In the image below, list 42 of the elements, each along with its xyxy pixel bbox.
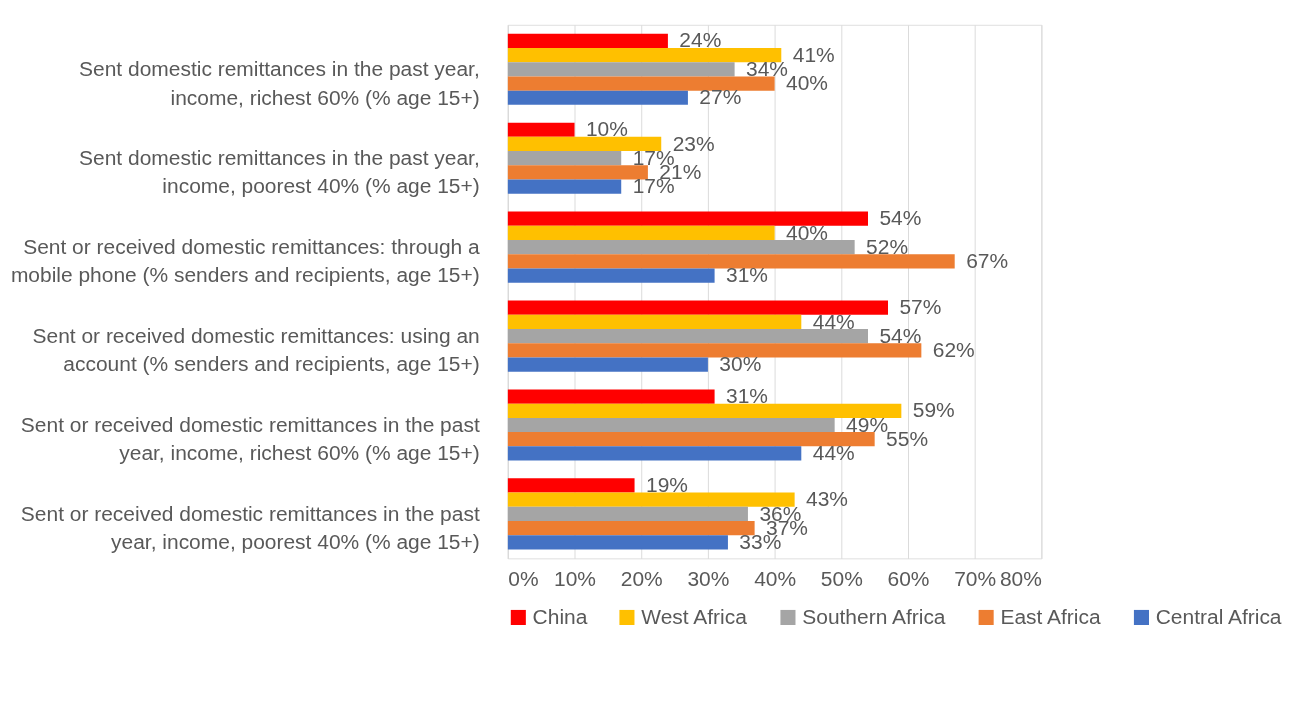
text: 59% xyxy=(912,398,955,422)
legend-label: China xyxy=(532,605,588,629)
text: 10% xyxy=(585,117,628,141)
text: 41% xyxy=(792,42,835,66)
text: 24% xyxy=(679,28,722,52)
x-tick-label: 50% xyxy=(820,567,863,591)
text: 31% xyxy=(726,384,768,408)
y-tick-label: Sent or received domestic remittances: through a mobile phone (% senders and recipients, age 15+) xyxy=(10,234,481,287)
text: 23% xyxy=(672,131,715,155)
text: 44% xyxy=(812,441,855,465)
text: 27% xyxy=(699,85,742,109)
text: 34% xyxy=(746,56,788,80)
x-tick-label: 20% xyxy=(620,567,663,591)
legend-label: East Africa xyxy=(1000,605,1101,629)
text: 52% xyxy=(866,234,909,258)
text: 40% xyxy=(786,220,828,244)
x-tick-label: 40% xyxy=(754,567,797,591)
x-tick-label: 70% xyxy=(954,567,997,591)
y-tick-label: Sent or received domestic remittances: using an account (% senders and recipients, age 15+) xyxy=(32,323,480,376)
text: 30% xyxy=(719,352,762,376)
text: 54% xyxy=(879,206,922,230)
x-tick-label: 30% xyxy=(687,567,730,591)
text: 62% xyxy=(932,337,975,361)
text: 19% xyxy=(646,473,688,497)
text: 43% xyxy=(806,487,848,511)
text: 44% xyxy=(812,309,855,333)
y-tick-label: Sent or received domestic remittances in the past year, income, poorest 40% (% age 15+) xyxy=(20,501,480,554)
y-tick-label: Sent or received domestic remittances in the past year, income, richest 60% (% age 15+) xyxy=(20,412,480,465)
x-tick-label: 80% xyxy=(999,567,1042,591)
y-tick-label: Sent domestic remittances in the past year, income, richest 60% (% age 15+) xyxy=(79,56,480,109)
text: 31% xyxy=(726,263,768,287)
text: 67% xyxy=(966,249,1009,273)
text: 40% xyxy=(786,71,828,95)
x-tick-label: 10% xyxy=(554,567,596,591)
legend-label: Southern Africa xyxy=(802,605,946,629)
text: 57% xyxy=(899,295,942,319)
text: 54% xyxy=(879,323,922,347)
x-tick-label: 0% xyxy=(508,567,539,591)
x-tick-label: 60% xyxy=(887,567,930,591)
legend-label: Central Africa xyxy=(1155,605,1282,629)
legend-label: West Africa xyxy=(641,605,748,629)
y-tick-label: Sent domestic remittances in the past year, income, poorest 40% (% age 15+) xyxy=(79,145,480,198)
